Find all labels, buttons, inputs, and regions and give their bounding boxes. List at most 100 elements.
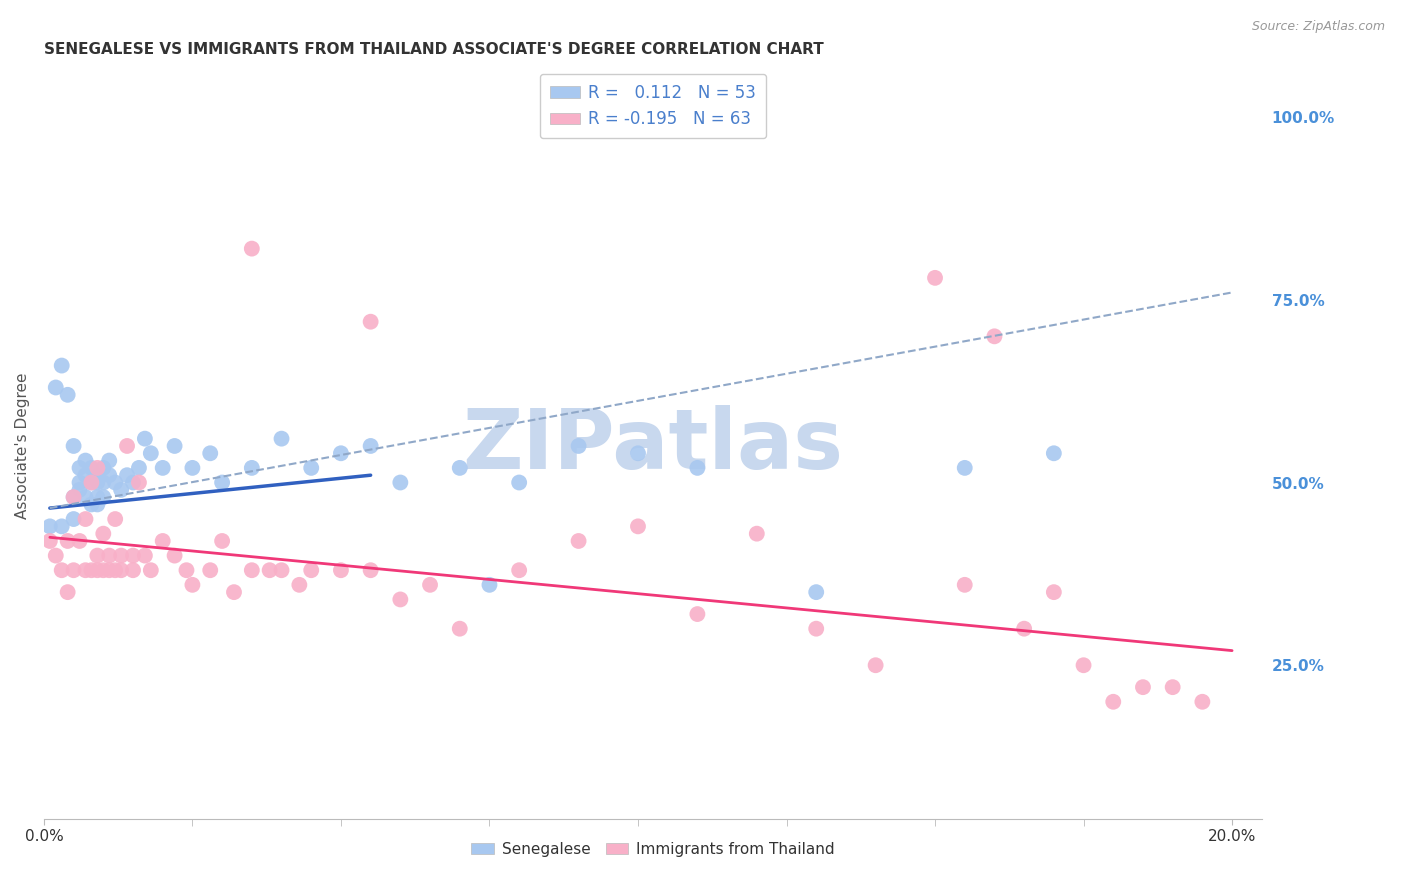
Point bbox=[80, 475, 103, 490]
Point bbox=[56, 533, 79, 548]
Point bbox=[98, 549, 121, 563]
Point bbox=[51, 359, 73, 373]
Point bbox=[51, 563, 73, 577]
Point bbox=[259, 563, 281, 577]
Point bbox=[104, 475, 127, 490]
Point bbox=[1161, 680, 1184, 694]
Point bbox=[1043, 585, 1066, 599]
Point bbox=[299, 563, 322, 577]
Point bbox=[163, 439, 186, 453]
Point bbox=[299, 461, 322, 475]
Point bbox=[953, 578, 976, 592]
Point bbox=[56, 585, 79, 599]
Point bbox=[360, 563, 382, 577]
Point bbox=[983, 329, 1005, 343]
Point bbox=[91, 563, 114, 577]
Point bbox=[45, 380, 67, 394]
Point bbox=[152, 533, 174, 548]
Point bbox=[329, 563, 352, 577]
Point bbox=[91, 526, 114, 541]
Point bbox=[152, 461, 174, 475]
Point bbox=[62, 512, 84, 526]
Point bbox=[98, 468, 121, 483]
Point bbox=[91, 461, 114, 475]
Point bbox=[360, 439, 382, 453]
Point bbox=[134, 432, 156, 446]
Point bbox=[176, 563, 198, 577]
Point bbox=[449, 461, 471, 475]
Point bbox=[128, 475, 150, 490]
Point bbox=[80, 563, 103, 577]
Point bbox=[134, 549, 156, 563]
Point bbox=[38, 533, 60, 548]
Point bbox=[139, 446, 162, 460]
Point bbox=[686, 607, 709, 621]
Point bbox=[200, 563, 222, 577]
Point bbox=[86, 549, 108, 563]
Point bbox=[211, 475, 233, 490]
Point bbox=[86, 475, 108, 490]
Point bbox=[745, 526, 768, 541]
Point bbox=[240, 563, 263, 577]
Point bbox=[389, 475, 412, 490]
Point bbox=[953, 461, 976, 475]
Point bbox=[627, 446, 650, 460]
Point bbox=[80, 498, 103, 512]
Point bbox=[86, 563, 108, 577]
Point bbox=[270, 432, 292, 446]
Point bbox=[104, 512, 127, 526]
Point bbox=[1102, 695, 1125, 709]
Point bbox=[75, 512, 97, 526]
Point bbox=[91, 475, 114, 490]
Point bbox=[98, 453, 121, 467]
Point bbox=[627, 519, 650, 533]
Point bbox=[38, 519, 60, 533]
Text: SENEGALESE VS IMMIGRANTS FROM THAILAND ASSOCIATE'S DEGREE CORRELATION CHART: SENEGALESE VS IMMIGRANTS FROM THAILAND A… bbox=[44, 42, 824, 57]
Point bbox=[110, 563, 132, 577]
Point bbox=[508, 475, 530, 490]
Point bbox=[110, 483, 132, 497]
Point bbox=[86, 468, 108, 483]
Point bbox=[240, 242, 263, 256]
Point bbox=[1191, 695, 1213, 709]
Point bbox=[163, 549, 186, 563]
Point bbox=[122, 475, 145, 490]
Point bbox=[75, 490, 97, 504]
Point bbox=[360, 315, 382, 329]
Point bbox=[211, 533, 233, 548]
Point bbox=[75, 468, 97, 483]
Point bbox=[115, 439, 138, 453]
Point bbox=[181, 578, 204, 592]
Point bbox=[270, 563, 292, 577]
Point bbox=[62, 490, 84, 504]
Point bbox=[115, 468, 138, 483]
Point bbox=[806, 622, 828, 636]
Point bbox=[69, 533, 91, 548]
Point bbox=[568, 439, 591, 453]
Point bbox=[75, 453, 97, 467]
Point bbox=[1132, 680, 1154, 694]
Legend: Senegalese, Immigrants from Thailand: Senegalese, Immigrants from Thailand bbox=[465, 836, 841, 863]
Point bbox=[86, 498, 108, 512]
Point bbox=[69, 461, 91, 475]
Point bbox=[181, 461, 204, 475]
Point bbox=[91, 490, 114, 504]
Point bbox=[924, 270, 946, 285]
Point bbox=[240, 461, 263, 475]
Point bbox=[1043, 446, 1066, 460]
Point bbox=[139, 563, 162, 577]
Point bbox=[98, 563, 121, 577]
Point bbox=[51, 519, 73, 533]
Point bbox=[110, 549, 132, 563]
Point bbox=[508, 563, 530, 577]
Point bbox=[1012, 622, 1035, 636]
Point bbox=[288, 578, 311, 592]
Point bbox=[86, 490, 108, 504]
Point bbox=[56, 388, 79, 402]
Point bbox=[568, 533, 591, 548]
Text: Source: ZipAtlas.com: Source: ZipAtlas.com bbox=[1251, 20, 1385, 33]
Point bbox=[222, 585, 245, 599]
Point bbox=[122, 549, 145, 563]
Point bbox=[449, 622, 471, 636]
Point bbox=[86, 461, 108, 475]
